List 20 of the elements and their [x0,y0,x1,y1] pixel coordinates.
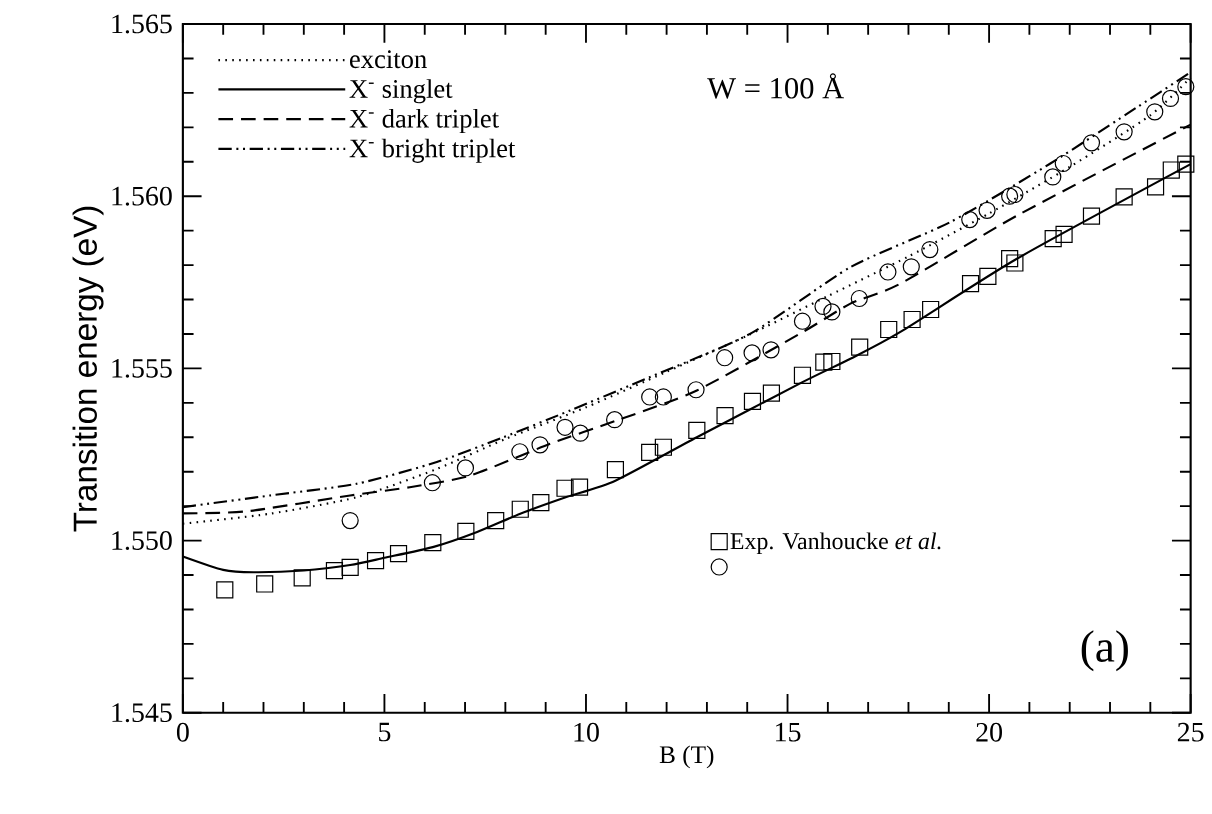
y-axis-title: Transition energy (eV) [72,206,104,532]
legend-label: X$^{-}$ singlet [349,79,453,104]
annotation: (a) [1081,630,1128,672]
x-tick-label: 15 [776,722,801,742]
x-tick-label: 20 [976,722,1002,742]
y-tick-label: 1.560 [112,186,172,206]
x-tick-label: 25 [1177,722,1204,742]
y-tick-label: 1.550 [112,531,172,550]
x-tick-label: 0 [176,722,189,742]
y-tick-label: 1.555 [112,358,172,378]
y-tick-label: 1.565 [112,14,172,34]
x-axis-title: B (T) [659,745,714,769]
y-tick-label: 1.545 [112,703,172,723]
legend-label: X$^{-}$ bright triplet [349,138,516,163]
annotation: W = 100 Å [707,73,844,99]
legend-label: Exp. Vanhoucke et al. [730,532,941,554]
x-tick-label: 5 [379,722,391,742]
legend-label: exciton [349,50,427,69]
x-tick-label: 10 [574,722,599,742]
legend-label: X$^{-}$ dark triplet [349,108,499,133]
